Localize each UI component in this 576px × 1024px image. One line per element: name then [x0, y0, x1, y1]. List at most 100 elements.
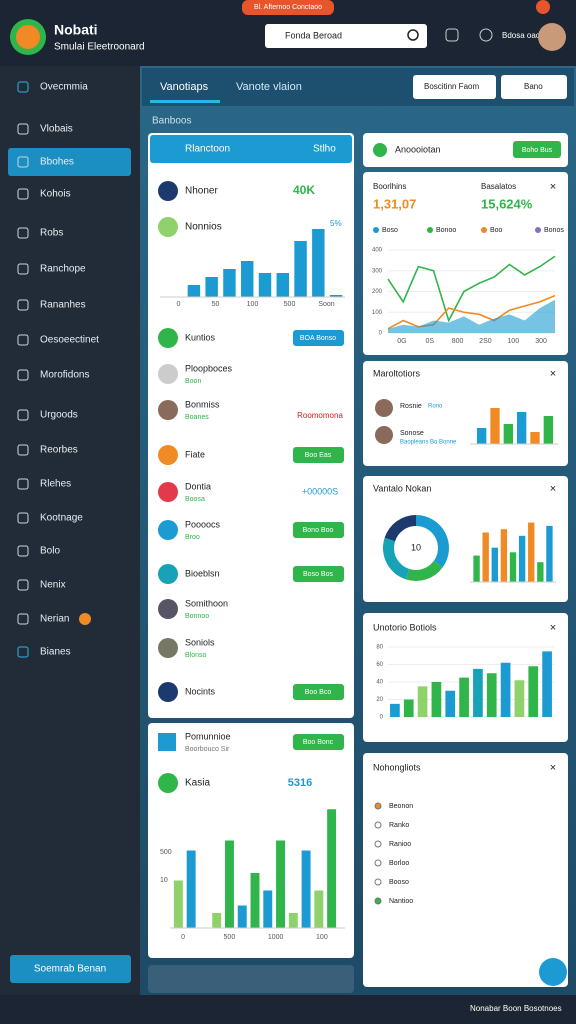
- axis-label: 500: [224, 934, 236, 941]
- icon[interactable]: [445, 28, 459, 42]
- row-label: Bioeblsn: [185, 568, 220, 578]
- stat-label: Nhoner: [185, 186, 218, 197]
- sidebar-icon: [17, 545, 29, 557]
- sidebar-item: Nenix: [40, 580, 66, 591]
- bar: [530, 432, 540, 444]
- bar: [486, 673, 497, 717]
- row-button[interactable]: [293, 330, 344, 346]
- axis-label: 800: [452, 338, 464, 345]
- row-label: Kuntios: [185, 332, 216, 342]
- row-button[interactable]: [293, 522, 344, 538]
- row-button[interactable]: [293, 447, 344, 463]
- search-icon[interactable]: [407, 29, 419, 41]
- axis-label: 1000: [268, 934, 284, 941]
- sidebar-item: Morofidons: [40, 370, 89, 381]
- row-button[interactable]: [293, 734, 344, 750]
- person-name: Rosnie: [400, 403, 422, 410]
- highlight-item: Ranko: [389, 822, 409, 829]
- y-tick-label: 200: [372, 289, 383, 295]
- legend-dot: [427, 227, 433, 233]
- bar: [503, 424, 513, 444]
- search-box[interactable]: [265, 24, 427, 48]
- axis-label: 500: [284, 301, 296, 308]
- area: [388, 299, 555, 333]
- card-button[interactable]: [513, 141, 561, 158]
- footer: [0, 995, 576, 1024]
- sidebar-item: Vlobais: [40, 124, 73, 135]
- bar: [500, 662, 511, 717]
- sidebar-item: Oesoeectinet: [40, 335, 99, 346]
- bar: [500, 529, 508, 582]
- donut-slice: [416, 515, 450, 568]
- person-name: Sonose: [400, 430, 424, 437]
- card-button-text: Boho Bus: [522, 147, 553, 154]
- bar: [390, 703, 400, 717]
- close[interactable]: ×: [550, 762, 556, 774]
- close[interactable]: ×: [550, 622, 556, 634]
- metric-value: 15,624%: [481, 196, 533, 211]
- y-tick-label: 20: [376, 697, 383, 703]
- person-tag: Rono: [428, 404, 443, 410]
- row-value: +00000S: [302, 486, 338, 496]
- toolbar-button[interactable]: [501, 75, 567, 99]
- sidebar-icon: [17, 81, 29, 93]
- sidebar-button[interactable]: [10, 955, 131, 983]
- row-label: Somithoon: [185, 598, 228, 608]
- axis-label: 0G: [397, 338, 406, 345]
- bar: [186, 850, 196, 928]
- legend-dot: [481, 227, 487, 233]
- sidebar-badge: [79, 613, 91, 625]
- row-label: Ploopboces: [185, 363, 233, 373]
- close[interactable]: ×: [550, 368, 556, 380]
- fab[interactable]: [539, 958, 567, 986]
- toolbar-button[interactable]: [413, 75, 496, 99]
- sidebar-icon: [17, 227, 29, 239]
- row-icon: [158, 482, 178, 502]
- bullet: [374, 802, 382, 810]
- bar: [445, 690, 456, 717]
- card: [363, 361, 568, 466]
- sidebar-icon: [17, 478, 29, 490]
- row-icon: [158, 638, 178, 658]
- row-sub: Boanes: [185, 414, 209, 421]
- axis-label: 50: [212, 301, 220, 308]
- icon: [158, 733, 176, 751]
- bottom-tab: [148, 965, 354, 993]
- avatar[interactable]: [538, 23, 566, 51]
- bar: [224, 840, 234, 928]
- row-button-text: Boo Eas: [305, 452, 332, 459]
- stat-value: 40K: [293, 183, 315, 197]
- card: [363, 172, 568, 355]
- sidebar-icon: [17, 579, 29, 591]
- bar: [263, 890, 273, 928]
- bar: [223, 269, 236, 297]
- notification[interactable]: [536, 0, 550, 14]
- bar: [542, 651, 552, 717]
- axis-label: 10: [160, 877, 168, 884]
- row-label: Soniols: [185, 637, 215, 647]
- footer-status: Nonabar Boon Bosotnoes: [470, 1004, 562, 1013]
- sidebar-icon: [17, 156, 29, 168]
- bar: [431, 682, 442, 717]
- bullet: [374, 897, 382, 905]
- bar: [241, 261, 254, 297]
- icon[interactable]: [479, 28, 493, 42]
- bar: [314, 890, 324, 928]
- bar: [288, 913, 298, 928]
- left-card-title: Rlanctoon: [185, 144, 230, 155]
- row-button[interactable]: [293, 566, 344, 582]
- y-tick-label: 80: [376, 645, 383, 651]
- row-button-text: Boo Bonc: [303, 739, 334, 746]
- stat-label: Kasia: [185, 778, 210, 789]
- avatar: [375, 426, 393, 444]
- left-card-action[interactable]: Stlho: [313, 144, 336, 155]
- card-title: Unotorio Botiols: [373, 622, 437, 632]
- bar: [276, 840, 286, 928]
- row-button[interactable]: [293, 684, 344, 700]
- close[interactable]: ×: [550, 483, 556, 495]
- close[interactable]: ×: [550, 181, 556, 193]
- bullet: [374, 878, 382, 886]
- bar: [250, 873, 260, 928]
- sidebar-icon: [17, 334, 29, 346]
